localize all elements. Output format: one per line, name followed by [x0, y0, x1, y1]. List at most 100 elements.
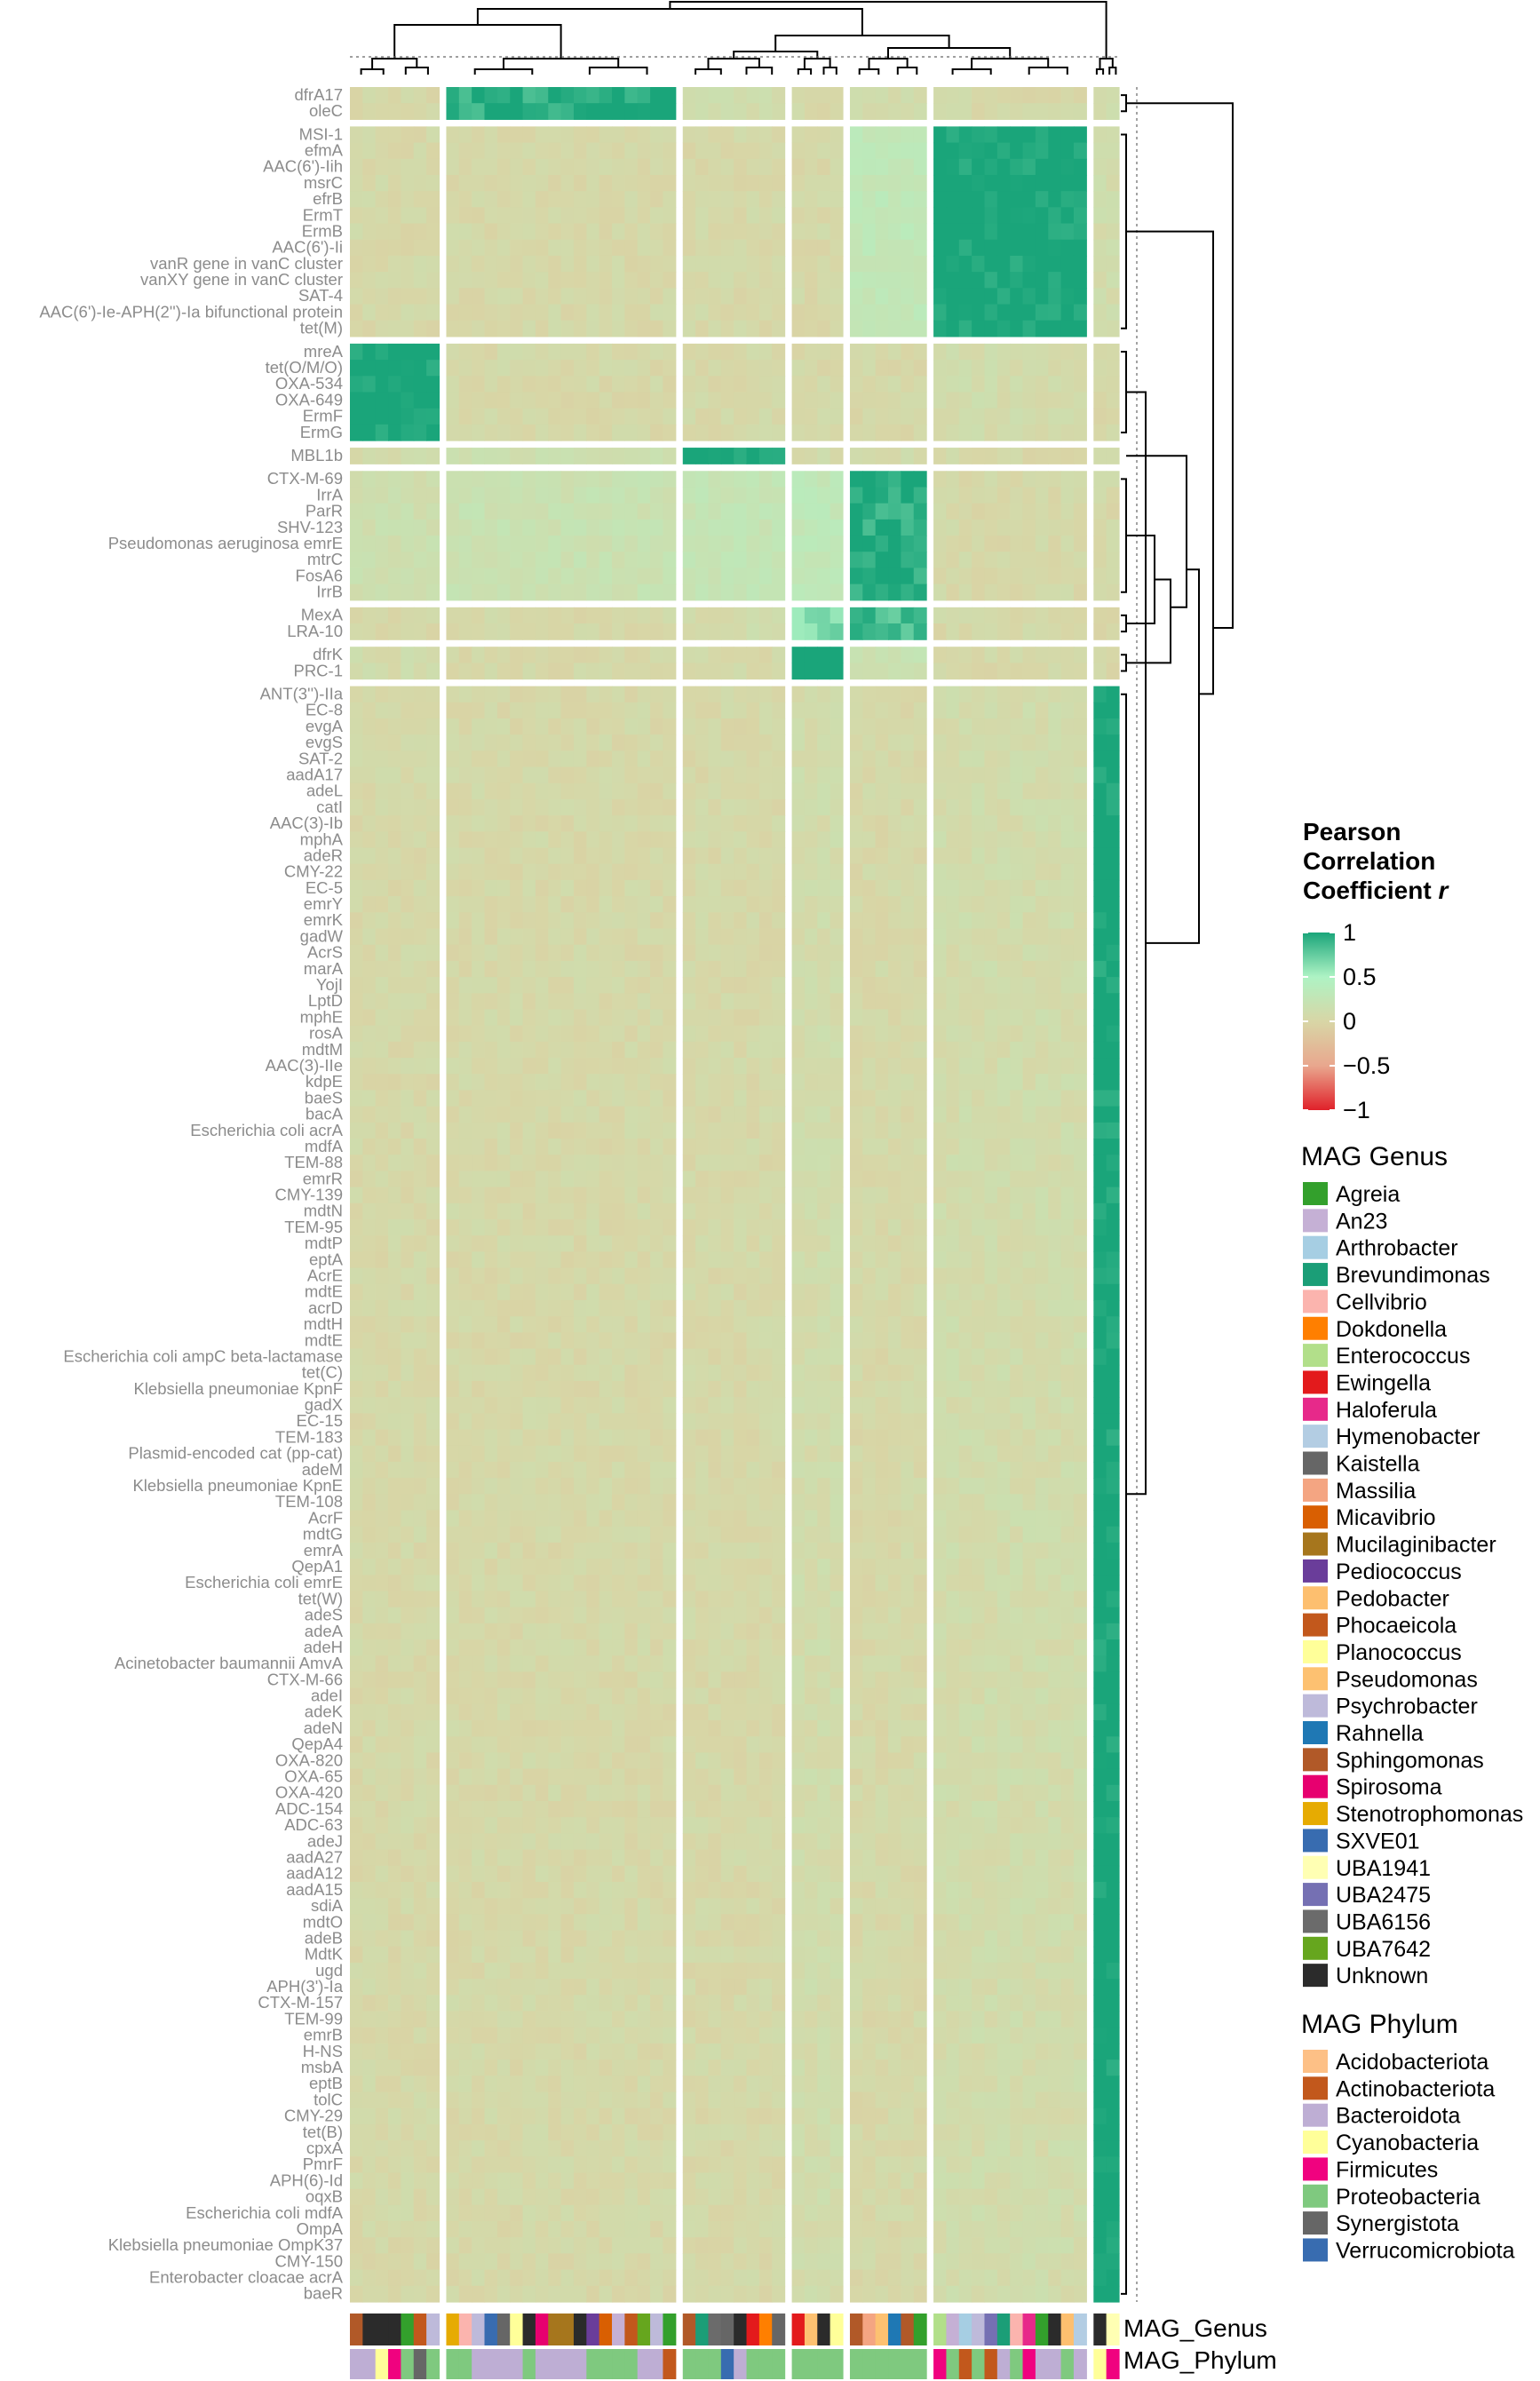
- heatmap-cell: [548, 960, 562, 978]
- heatmap-cell: [746, 376, 760, 393]
- heatmap-cell: [946, 1478, 960, 1495]
- heatmap-cell: [1073, 607, 1087, 624]
- heatmap-cell: [791, 863, 806, 881]
- heatmap-cell: [472, 471, 486, 488]
- heatmap-cell: [875, 798, 889, 816]
- heatmap-cell: [1010, 896, 1024, 913]
- heatmap-cell: [913, 1171, 927, 1188]
- heatmap-cell: [972, 1041, 986, 1059]
- heatmap-cell: [548, 1058, 562, 1075]
- heatmap-cell: [830, 663, 844, 680]
- heatmap-cell: [1035, 896, 1049, 913]
- heatmap-cell: [682, 174, 696, 192]
- heatmap-cell: [958, 567, 972, 585]
- heatmap-cell: [401, 1413, 415, 1431]
- heatmap-cell: [446, 1235, 460, 1252]
- heatmap-cell: [375, 207, 389, 225]
- heatmap-cell: [1106, 1267, 1120, 1285]
- heatmap-cell: [804, 1202, 818, 1220]
- heatmap-cell: [758, 1299, 773, 1317]
- heatmap-cell: [958, 1171, 972, 1188]
- heatmap-cell: [1073, 647, 1087, 663]
- heatmap-cell: [401, 304, 415, 321]
- heatmap-cell: [996, 376, 1011, 393]
- heatmap-cell: [560, 174, 575, 192]
- heatmap-cell: [746, 272, 760, 289]
- heatmap-cell: [695, 126, 710, 144]
- heatmap-cell: [804, 174, 818, 192]
- heatmap-cell: [888, 288, 901, 306]
- heatmap-cell: [830, 158, 844, 176]
- heatmap-cell: [946, 126, 960, 144]
- heatmap-cell: [996, 896, 1011, 913]
- heatmap-cell: [720, 1380, 734, 1398]
- heatmap-cell: [401, 647, 415, 663]
- heatmap-cell: [663, 1202, 677, 1220]
- heatmap-cell: [791, 360, 806, 377]
- heatmap-cell: [1035, 766, 1049, 784]
- heatmap-cell: [1073, 408, 1087, 425]
- heatmap-cell: [612, 360, 625, 377]
- heatmap-cell: [1010, 239, 1024, 257]
- heatmap-cell: [791, 126, 806, 144]
- heatmap-cell: [817, 272, 831, 289]
- heatmap-cell: [1010, 1380, 1024, 1398]
- heatmap-cell: [817, 1058, 831, 1075]
- heatmap-cell: [426, 1348, 441, 1366]
- heatmap-cell: [758, 977, 773, 994]
- heatmap-cell: [413, 583, 427, 601]
- heatmap-cell: [1106, 1316, 1120, 1333]
- heatmap-cell: [695, 815, 710, 832]
- heatmap-cell: [791, 1090, 806, 1107]
- heatmap-cell: [362, 1171, 377, 1188]
- heatmap-cell: [362, 928, 377, 946]
- heatmap-cell: [791, 1171, 806, 1188]
- heatmap-cell: [746, 142, 760, 160]
- heatmap-cell: [708, 87, 722, 104]
- heatmap-cell: [1060, 686, 1075, 703]
- heatmap-cell: [650, 1445, 664, 1463]
- heatmap-cell: [472, 815, 486, 832]
- heatmap-cell: [560, 879, 575, 897]
- heatmap-cell: [695, 718, 710, 735]
- heatmap-cell: [958, 239, 972, 257]
- heatmap-cell: [720, 1251, 734, 1269]
- heatmap-cell: [1093, 1299, 1107, 1317]
- heatmap-cell: [548, 448, 562, 464]
- heatmap-cell: [720, 1041, 734, 1059]
- heatmap-cell: [901, 103, 915, 120]
- heatmap-cell: [888, 879, 901, 897]
- heatmap-cell: [933, 126, 948, 144]
- heatmap-cell: [612, 471, 625, 488]
- heatmap-cell: [958, 847, 972, 865]
- heatmap-cell: [972, 1494, 986, 1512]
- heatmap-cell: [817, 1122, 831, 1139]
- heatmap-cell: [772, 607, 786, 624]
- heatmap-cell: [830, 782, 844, 800]
- heatmap-cell: [458, 702, 472, 719]
- heatmap-cell: [791, 191, 806, 208]
- heatmap-cell: [1022, 1267, 1036, 1285]
- heatmap-cell: [1010, 1041, 1024, 1059]
- heatmap-cell: [933, 1155, 948, 1172]
- heatmap-cell: [720, 448, 734, 464]
- heatmap-cell: [1073, 766, 1087, 784]
- heatmap-cell: [510, 686, 524, 703]
- heatmap-cell: [888, 471, 901, 488]
- heatmap-cell: [734, 1380, 748, 1398]
- heatmap-cell: [1106, 879, 1120, 897]
- heatmap-cell: [901, 1025, 915, 1043]
- heatmap-cell: [862, 1171, 877, 1188]
- heatmap-cell: [958, 1380, 972, 1398]
- heatmap-cell: [695, 343, 710, 361]
- heatmap-cell: [888, 503, 901, 520]
- heatmap-cell: [946, 977, 960, 994]
- heatmap-cell: [849, 583, 863, 601]
- heatmap-cell: [362, 1478, 377, 1495]
- heatmap-cell: [913, 1251, 927, 1269]
- heatmap-cell: [933, 1202, 948, 1220]
- heatmap-cell: [933, 552, 948, 569]
- heatmap-cell: [1035, 583, 1049, 601]
- heatmap-cell: [1093, 583, 1107, 601]
- heatmap-cell: [522, 1009, 536, 1027]
